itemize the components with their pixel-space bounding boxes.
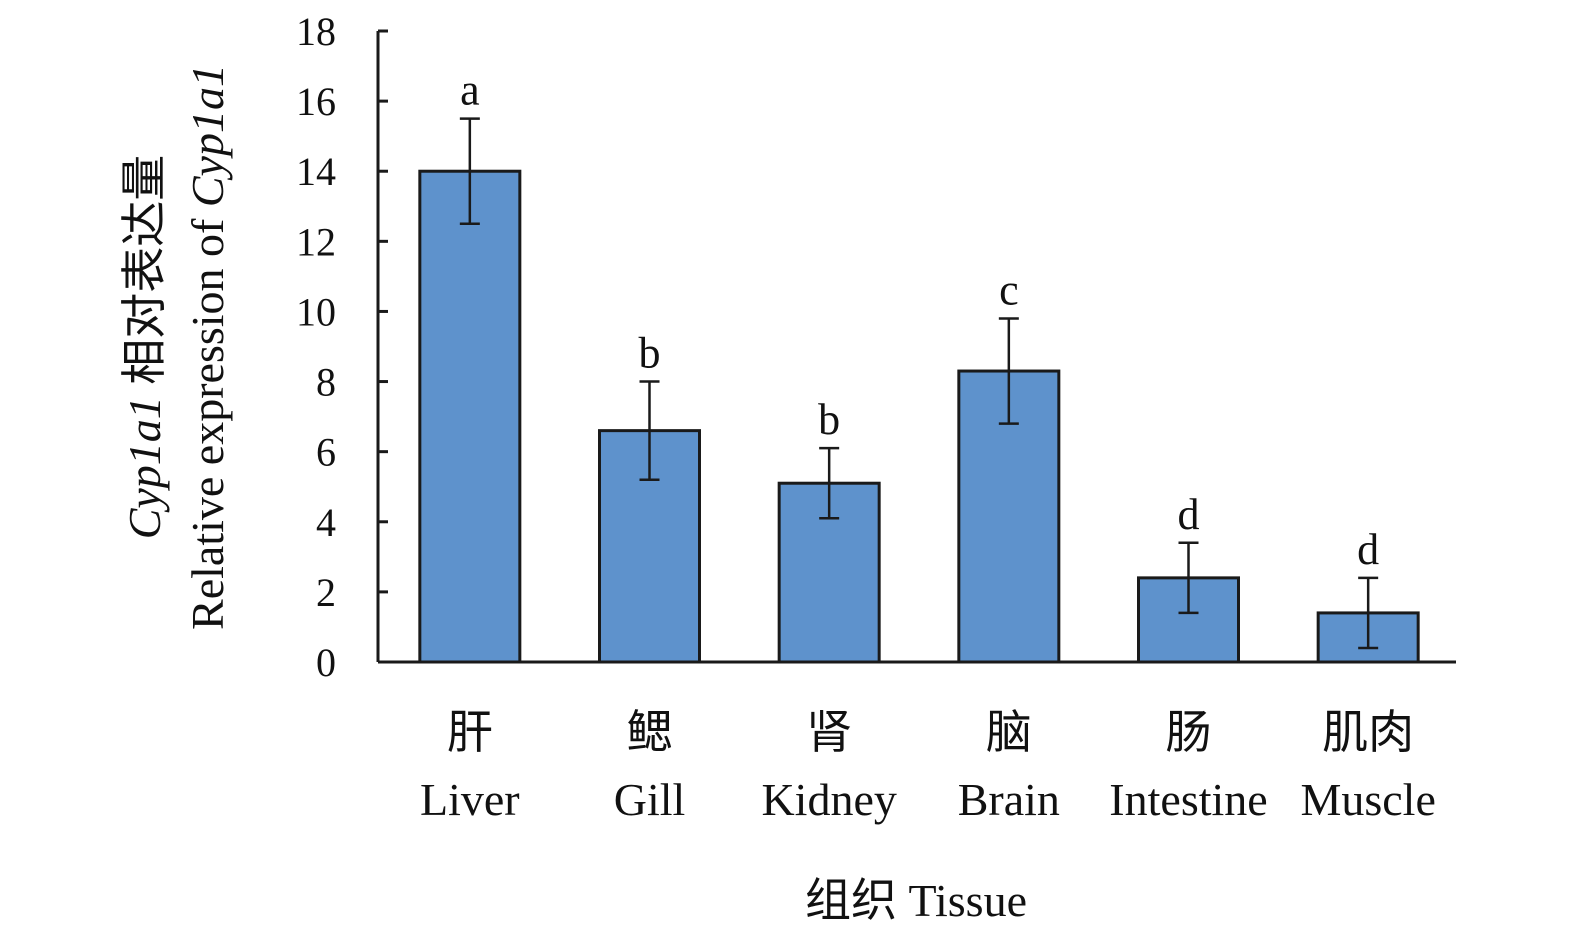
y-tick-label-0: 0: [316, 640, 336, 685]
plot-area: 0 2 4 6 8 10 12 14 16 18 a 肝 Liver b 鳃 Gill b 肾 Kidney c 脑 Br…: [296, 9, 1456, 825]
y-tick-label-4: 4: [316, 500, 336, 545]
y-tick-label-14: 14: [296, 149, 336, 194]
bar-liver: [418, 169, 522, 664]
category-label-zh-gill: 鳃: [627, 707, 673, 758]
y-tick-label-8: 8: [316, 360, 336, 405]
category-label-en-muscle: Muscle: [1300, 774, 1435, 825]
category-label-zh-muscle: 肌肉: [1322, 707, 1414, 758]
category-label-en-intestine: Intestine: [1109, 774, 1267, 825]
svg-text:Relative expression of Cyp1a1: Relative expression of Cyp1a1: [182, 64, 233, 630]
category-label-en-kidney: Kidney: [761, 774, 896, 825]
y-axis-title-gene-italic-2: Cyp1a1: [182, 64, 233, 207]
y-tick-label-6: 6: [316, 430, 336, 475]
y-axis-title-gene-italic: Cyp1a1: [119, 396, 170, 539]
category-label-en-liver: Liver: [420, 774, 520, 825]
significance-label-muscle: d: [1357, 525, 1379, 574]
significance-label-kidney: b: [818, 395, 840, 444]
category-label-zh-intestine: 肠: [1166, 707, 1212, 758]
y-tick-label-10: 10: [296, 289, 336, 334]
y-tick-label-2: 2: [316, 570, 336, 615]
y-tick-label-12: 12: [296, 219, 336, 264]
significance-label-liver: a: [460, 66, 480, 115]
category-label-en-brain: Brain: [958, 774, 1060, 825]
category-label-zh-liver: 肝: [447, 707, 493, 758]
category-label-zh-kidney: 肾: [806, 707, 852, 758]
svg-text:Cyp1a1 相对表达量: Cyp1a1 相对表达量: [119, 155, 170, 540]
significance-label-intestine: d: [1178, 490, 1200, 539]
y-axis-title: Cyp1a1 相对表达量 Relative expression of Cyp1…: [119, 64, 233, 630]
y-tick-label-18: 18: [296, 9, 336, 54]
y-axis-title-chinese: 相对表达量: [119, 155, 170, 397]
y-tick-label-16: 16: [296, 79, 336, 124]
significance-label-brain: c: [999, 265, 1019, 314]
y-axis-title-english: Relative expression of: [182, 207, 233, 630]
category-label-en-gill: Gill: [614, 774, 686, 825]
x-axis-title: 组织 Tissue: [805, 875, 1027, 926]
significance-label-gill: b: [639, 329, 661, 378]
category-label-zh-brain: 脑: [986, 707, 1032, 758]
